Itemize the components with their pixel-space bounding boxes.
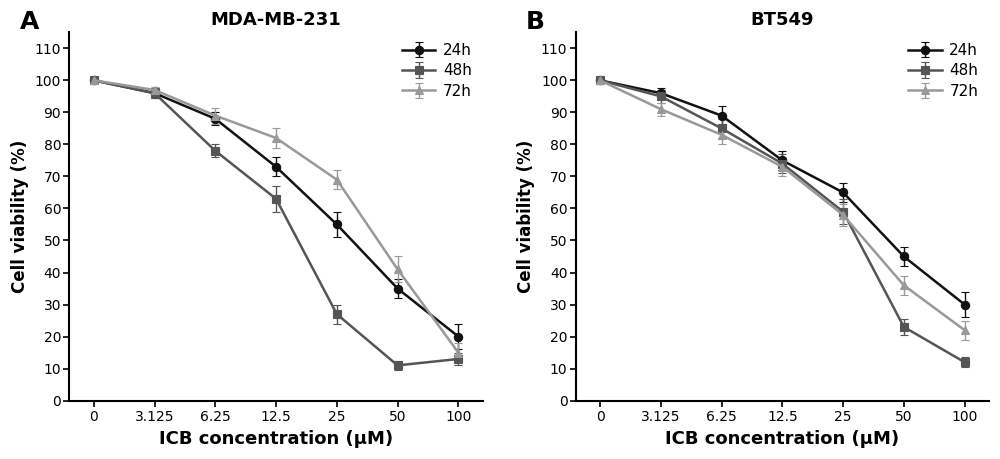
X-axis label: ICB concentration (μM): ICB concentration (μM): [159, 430, 393, 448]
Text: A: A: [20, 10, 39, 34]
Title: BT549: BT549: [751, 11, 814, 29]
Y-axis label: Cell viability (%): Cell viability (%): [517, 140, 535, 293]
X-axis label: ICB concentration (μM): ICB concentration (μM): [665, 430, 899, 448]
Legend: 24h, 48h, 72h: 24h, 48h, 72h: [396, 37, 478, 105]
Text: B: B: [526, 10, 545, 34]
Y-axis label: Cell viability (%): Cell viability (%): [11, 140, 29, 293]
Title: MDA-MB-231: MDA-MB-231: [211, 11, 341, 29]
Legend: 24h, 48h, 72h: 24h, 48h, 72h: [902, 37, 984, 105]
